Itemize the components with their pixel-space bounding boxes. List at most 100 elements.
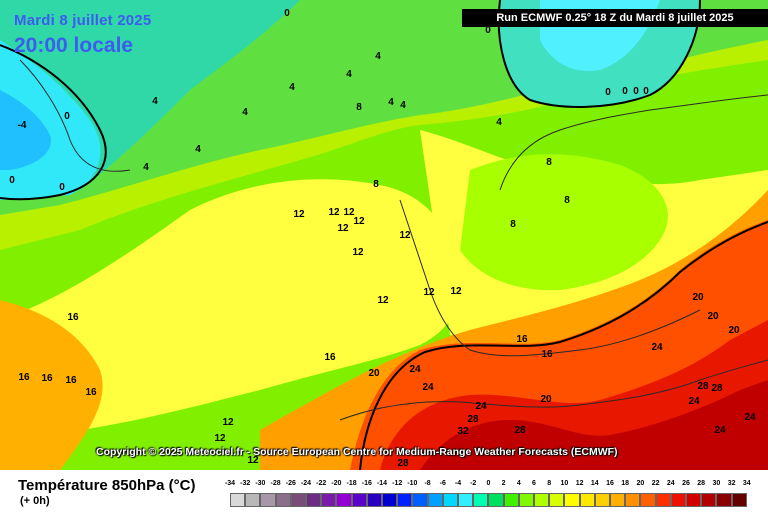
legend-tick-label: -10: [407, 480, 418, 487]
legend-tick-label: -22: [316, 480, 327, 487]
isotherm-value-label: 20: [368, 368, 380, 379]
isotherm-value-label: 28: [467, 414, 479, 425]
field-band-16-sw: [0, 300, 103, 470]
field-band-minus4: [0, 90, 51, 170]
isotherm-value-label: 4: [242, 107, 248, 118]
color-legend: -34 -32 -30 -28 -26 -24 -22 -20 -18 -16 -14 -12 -10-…: [222, 480, 751, 508]
isotherm-value-label: 12: [423, 287, 435, 298]
isotherm-value-label: 0: [59, 182, 65, 193]
legend-swatch: [442, 493, 458, 507]
isotherm-value-label: 12: [337, 223, 349, 234]
isotherm-value-label: 16: [67, 312, 79, 323]
legend-tick-label: -26: [285, 480, 296, 487]
legend-swatch: [716, 493, 732, 507]
isotherm-value-label: 24: [744, 412, 756, 423]
coastline-north-africa: [339, 359, 768, 421]
isotherm-value-label: 4: [195, 144, 201, 155]
legend-tick-label: 8: [547, 480, 552, 487]
isotherm-value-label: 12: [214, 433, 226, 444]
isotherm-value-label: 28: [697, 381, 709, 392]
legend-tick-label: -34: [224, 480, 236, 487]
legend-swatch: [321, 493, 337, 507]
field-band-12: [0, 179, 463, 441]
isotherm-value-label: 8: [373, 179, 379, 190]
isotherm-value-label: 12: [450, 286, 462, 297]
legend-swatch: [670, 493, 686, 507]
legend-tick-label: -6: [439, 480, 446, 487]
legend-tick-label: -12: [392, 480, 403, 487]
isotherm-value-label: 16: [65, 375, 77, 386]
legend-swatch: [290, 493, 306, 507]
isotherm-value-label: -4: [18, 120, 27, 131]
coastline-western-europe: [399, 199, 701, 357]
legend-swatch: [366, 493, 382, 507]
footer-bar: Température 850hPa (°C) (+ 0h) -34 -32 -30…: [0, 470, 768, 512]
legend-tick-label: -28: [270, 480, 281, 487]
legend-swatch: [230, 493, 246, 507]
isotherm-value-label: 0: [605, 87, 611, 98]
isotherm-value-label: 12: [399, 230, 411, 241]
isotherm-value-label: 12: [352, 247, 364, 258]
legend-swatch: [306, 493, 322, 507]
isotherm-value-label: 4: [289, 82, 295, 93]
legend-swatch: [534, 493, 550, 507]
legend-swatch: [503, 493, 519, 507]
field-band-28: [420, 380, 768, 470]
isotherm-value-label: 16: [41, 373, 53, 384]
legend-tick-label: 28: [697, 480, 706, 487]
isotherm-value-label: 28: [397, 458, 409, 469]
legend-tick-label: 4: [516, 480, 521, 487]
legend-tick-label: 32: [727, 480, 736, 487]
isotherm-value-label: 20: [692, 292, 704, 303]
legend-tick-label: 14: [590, 480, 599, 487]
isotherm-value-label: 16: [18, 372, 30, 383]
isotherm-value-label: 8: [356, 102, 362, 113]
isotherm-value-label: 24: [409, 364, 421, 375]
legend-tick-label: 0: [486, 480, 491, 487]
isotherm-value-label: 4: [152, 96, 158, 107]
legend-swatch: [275, 493, 291, 507]
forecast-time: 20:00 locale: [14, 34, 134, 57]
isotherm-value-label: 8: [510, 219, 516, 230]
legend-tick-label: 10: [560, 480, 569, 487]
legend-tick-label: -24: [300, 480, 312, 487]
legend-swatch: [549, 493, 565, 507]
isotherm-value-label: 4: [388, 97, 394, 108]
isotherm-value-label: 20: [707, 311, 719, 322]
isotherm-value-label: 12: [293, 209, 305, 220]
legend-tick-label: -16: [361, 480, 372, 487]
isotherm-value-label: 0: [9, 175, 15, 186]
isotherm-value-label: 8: [564, 195, 570, 206]
isotherm-value-label: 4: [143, 162, 149, 173]
isotherm-value-label: 12: [343, 207, 355, 218]
legend-tick-label: -2: [470, 480, 477, 487]
legend-tick-label: 30: [712, 480, 721, 487]
legend-swatch: [625, 493, 641, 507]
isotherm-value-label: 24: [422, 382, 434, 393]
legend-tick-label: 24: [666, 480, 675, 487]
coastline-greenland: [19, 59, 131, 172]
run-info-banner: Run ECMWF 0.25° 18 Z du Mardi 8 juillet …: [462, 9, 768, 27]
isotherm-value-label: 12: [222, 417, 234, 428]
legend-tick-label: 34: [742, 480, 751, 487]
legend-tick-label: 6: [532, 480, 536, 487]
legend-swatch: [351, 493, 367, 507]
legend-tick-label: -8: [424, 480, 431, 487]
isotherm-value-label: 16: [324, 352, 336, 363]
legend-tick-label: 22: [651, 480, 660, 487]
legend-tick-label: -18: [346, 480, 357, 487]
field-band-8-east: [460, 154, 668, 291]
legend-swatch: [579, 493, 595, 507]
isotherm-value-label: 24: [688, 396, 700, 407]
isotherm-value-label: 12: [328, 207, 340, 218]
isotherm-value-label: 0: [643, 86, 649, 97]
isotherm-value-label: 24: [714, 425, 726, 436]
legend-tick-label: -20: [331, 480, 342, 487]
isotherm-value-label: 4: [496, 117, 502, 128]
legend-swatch: [473, 493, 489, 507]
legend-swatch: [640, 493, 656, 507]
isotherm-value-label: 32: [457, 426, 469, 437]
